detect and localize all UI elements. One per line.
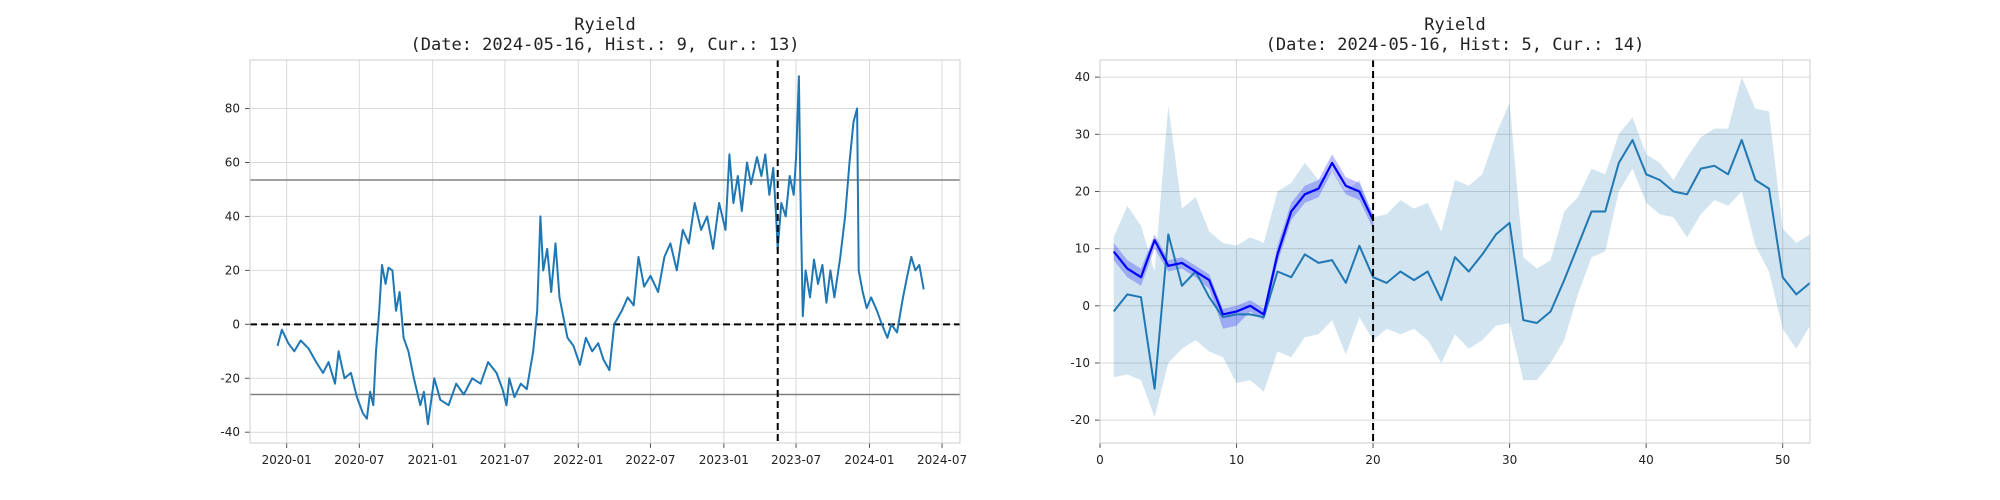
left-x-tick-label: 2023-07 — [771, 453, 821, 467]
left-x-tick-label: 2024-07 — [917, 453, 967, 467]
left-y-tick-label: 40 — [225, 209, 240, 223]
left-x-tick-label: 2020-07 — [334, 453, 384, 467]
right-series-2-band — [1113, 154, 1374, 329]
right-y-tick-label: 10 — [1075, 242, 1090, 256]
left-chart: Ryield (Date: 2024-05-16, Hist.: 9, Cur.… — [220, 15, 967, 467]
left-y-tick-label: 20 — [225, 263, 240, 277]
left-axes-frame — [249, 59, 961, 444]
right-x-tick-label: 30 — [1502, 453, 1517, 467]
right-y-tick-label: -10 — [1070, 356, 1090, 370]
right-y-tick-label: 30 — [1075, 127, 1090, 141]
right-axes-frame — [1099, 59, 1811, 444]
right-y-tick-label: 20 — [1075, 184, 1090, 198]
right-y-tick-label: 0 — [1082, 299, 1090, 313]
left-plot-area — [250, 60, 960, 443]
right-y-tick-label: 40 — [1075, 70, 1090, 84]
right-series-2-line — [1112, 161, 1375, 316]
left-x-tick-label: 2024-01 — [844, 453, 894, 467]
left-chart-title: Ryield — [574, 15, 635, 35]
right-data-layer — [1112, 60, 1810, 443]
right-x-tick-label: 50 — [1775, 453, 1790, 467]
left-y-tick-label: 0 — [232, 317, 240, 331]
left-x-tick-label: 2022-07 — [625, 453, 675, 467]
right-x-tick-label: 40 — [1639, 453, 1654, 467]
right-y-tick-label: -20 — [1070, 413, 1090, 427]
left-x-tick-label: 2020-01 — [262, 453, 312, 467]
left-series-1-line — [276, 75, 925, 426]
left-y-tick-label: 80 — [225, 102, 240, 116]
right-series-1-line — [1112, 139, 1810, 390]
right-x-tick-label: 10 — [1229, 453, 1244, 467]
left-data-layer — [250, 60, 960, 443]
left-y-tick-label: -40 — [220, 425, 240, 439]
right-series-1-band — [1113, 77, 1810, 418]
right-chart-subtitle: (Date: 2024-05-16, Hist: 5, Cur.: 14) — [1266, 35, 1645, 55]
right-x-tick-label: 0 — [1096, 453, 1104, 467]
right-chart: Ryield (Date: 2024-05-16, Hist: 5, Cur.:… — [1070, 15, 1811, 467]
right-plot-area — [1100, 60, 1810, 443]
right-x-tick-label: 20 — [1365, 453, 1380, 467]
left-x-tick-label: 2021-01 — [408, 453, 458, 467]
left-chart-subtitle: (Date: 2024-05-16, Hist.: 9, Cur.: 13) — [411, 35, 800, 55]
left-y-tick-label: -20 — [220, 371, 240, 385]
right-chart-title: Ryield — [1424, 15, 1485, 35]
left-x-tick-label: 2021-07 — [480, 453, 530, 467]
left-y-tick-label: 60 — [225, 155, 240, 169]
left-x-tick-label: 2023-01 — [699, 453, 749, 467]
left-x-tick-label: 2022-01 — [553, 453, 603, 467]
